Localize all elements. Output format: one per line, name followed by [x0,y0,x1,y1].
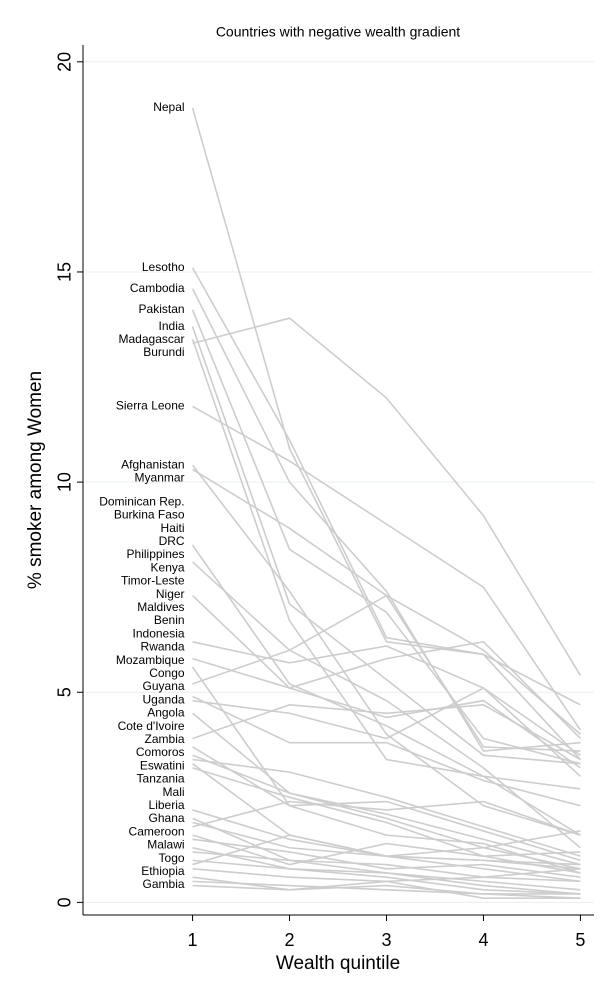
y-tick-label: 5 [55,687,75,697]
series-line [192,758,581,857]
x-tick-label: 2 [285,930,295,950]
y-tick-label: 20 [55,52,75,72]
x-tick-label: 5 [575,930,585,950]
series-line [191,326,581,765]
series-line [192,834,581,866]
series-line [192,800,581,836]
series-line [192,641,581,777]
series-line [192,317,582,676]
series-line [191,464,581,836]
series-label: Madagascar [119,332,185,346]
series-label: Sierra Leone [116,399,185,413]
series-label: Benin [154,613,185,627]
series-line [192,561,581,849]
series-label: India [159,319,185,333]
series-label: Pakistan [139,302,185,316]
series-line [191,309,581,765]
series-label: Afghanistan [121,457,184,471]
series-line [191,107,582,761]
series-line [192,687,581,756]
series-label: Liberia [149,798,185,812]
series-line [192,846,581,895]
series-labels: Nepal Lesotho Cambodia Pakistan IndiaMadagas… [99,100,185,891]
series-label: Burkina Faso [114,508,185,522]
y-tick-label: 10 [55,472,75,492]
series-label: Lesotho [142,260,185,274]
x-axis-label: Wealth quintile [276,953,400,974]
series-label: Dominican Rep. [99,494,184,508]
series-label: Guyana [143,679,185,693]
series-label: DRC [159,534,185,548]
series-label: Congo [149,666,185,680]
series-label: Eswatini [140,758,185,772]
series-line [192,695,581,807]
series-label: Kenya [151,560,185,574]
series-line [192,834,581,866]
series-line [191,666,581,862]
series-label: Zambia [145,732,185,746]
series-line [192,704,581,761]
y-tick-label: 15 [55,262,75,282]
series-label: Mozambique [116,653,185,667]
series-label: Cameroon [129,824,185,838]
series-label: Timor-Leste [121,574,185,588]
series-line [192,838,581,878]
x-tick-label: 4 [478,930,488,950]
series-line [192,876,581,899]
y-tick-label: 0 [55,897,75,907]
series-label: Maldives [137,600,184,614]
chart-title: Countries with negative wealth gradient [216,24,460,40]
series-label: Gambia [143,877,185,891]
series-line [192,594,581,752]
series-label: Philippines [127,547,185,561]
series-label: Cote d'Ivoire [118,719,185,733]
series-label: Niger [156,587,185,601]
series-label: Nepal [153,100,184,114]
series-label: Comoros [136,745,185,759]
series-label: Cambodia [130,281,185,295]
y-axis-label: % smoker among Women [25,371,46,589]
x-tick-label: 3 [381,930,391,950]
series-label: Indonesia [133,626,185,640]
series-line [192,851,581,883]
series-line [191,338,581,836]
series-line [191,267,581,706]
series-line [192,880,581,899]
series-label: Togo [159,851,185,865]
series-label: Rwanda [141,640,185,654]
series-label: Myanmar [135,471,185,485]
series-line [192,712,581,866]
series-line [192,859,581,895]
series-label: Mali [163,785,185,799]
series-label: Haiti [161,521,185,535]
lines [191,107,582,899]
grid [83,61,594,903]
series-label: Burundi [143,345,184,359]
series-label: Ethiopia [141,864,185,878]
series-label: Angola [147,706,185,720]
series-label: Malawi [147,838,184,852]
series-line [192,405,582,731]
series-label: Uganda [143,692,185,706]
series-label: Tanzania [137,772,185,786]
series-line [192,884,581,895]
series-line [191,544,581,790]
axes: 0 5 10 15 20 1 2 3 4 5 [55,45,594,950]
series-label: Ghana [149,811,185,825]
x-tick-label: 1 [188,930,198,950]
series-line [192,640,581,740]
series-line [192,746,581,874]
